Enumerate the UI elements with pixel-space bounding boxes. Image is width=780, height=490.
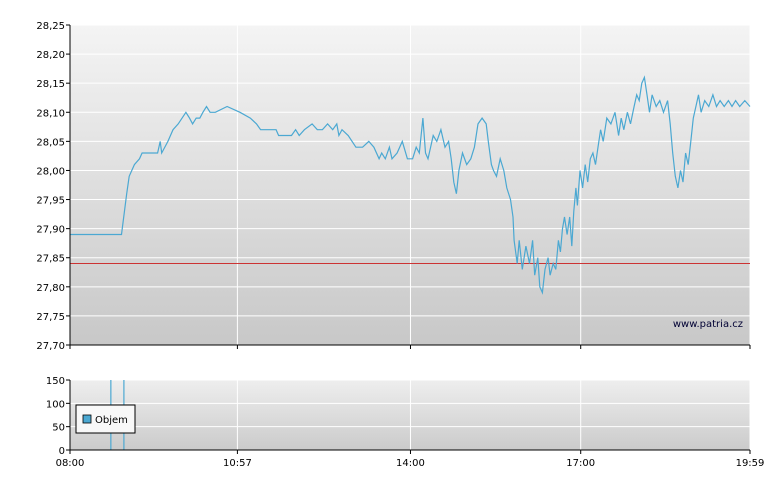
price-y-tick-label: 27,80 bbox=[36, 283, 65, 294]
volume-x-tick-label: 08:00 bbox=[56, 458, 85, 469]
price-series-line bbox=[70, 75, 751, 295]
volume-y-tick-label: 0 bbox=[59, 446, 65, 457]
price-y-tick-label: 27,90 bbox=[36, 225, 65, 236]
volume-y-tick-label: 100 bbox=[46, 399, 65, 410]
price-y-tick-label: 27,95 bbox=[36, 196, 65, 207]
price-y-tick-label: 28,15 bbox=[36, 79, 65, 90]
volume-legend: Objem bbox=[75, 404, 136, 434]
volume-x-tick-label: 10:57 bbox=[223, 458, 252, 469]
price-y-tick-label: 28,10 bbox=[36, 108, 65, 119]
volume-x-tick-label: 14:00 bbox=[396, 458, 425, 469]
volume-chart: 150 100 50 0 08:00 10:57 14:00 17:00 19:59 Obje… bbox=[46, 376, 765, 469]
volume-legend-label: Objem bbox=[95, 415, 128, 426]
volume-y-axis-ticks: 150 100 50 0 bbox=[46, 376, 70, 457]
price-y-tick-label: 28,05 bbox=[36, 137, 65, 148]
price-y-tick-label: 27,70 bbox=[36, 341, 65, 352]
price-y-tick-label: 28,25 bbox=[36, 21, 65, 32]
volume-x-tick-label: 19:59 bbox=[736, 458, 765, 469]
volume-x-tick-label: 17:00 bbox=[566, 458, 595, 469]
price-chart: 28,25 28,20 28,15 28,10 28,05 28,00 27,95 27,90… bbox=[36, 21, 751, 352]
volume-y-tick-label: 150 bbox=[46, 376, 65, 387]
watermark: www.patria.cz bbox=[673, 319, 743, 330]
price-x-axis-ticks bbox=[69, 345, 751, 349]
price-grid bbox=[69, 24, 751, 346]
price-y-axis-ticks: 28,25 28,20 28,15 28,10 28,05 28,00 27,95 27,90… bbox=[36, 21, 70, 352]
price-y-tick-label: 27,75 bbox=[36, 312, 65, 323]
price-y-tick-label: 27,85 bbox=[36, 254, 65, 265]
price-y-tick-label: 28,20 bbox=[36, 50, 65, 61]
volume-legend-swatch bbox=[82, 414, 92, 424]
volume-y-tick-label: 50 bbox=[52, 423, 65, 434]
price-y-tick-label: 28,00 bbox=[36, 166, 65, 177]
volume-x-axis-ticks: 08:00 10:57 14:00 17:00 19:59 bbox=[56, 450, 765, 469]
